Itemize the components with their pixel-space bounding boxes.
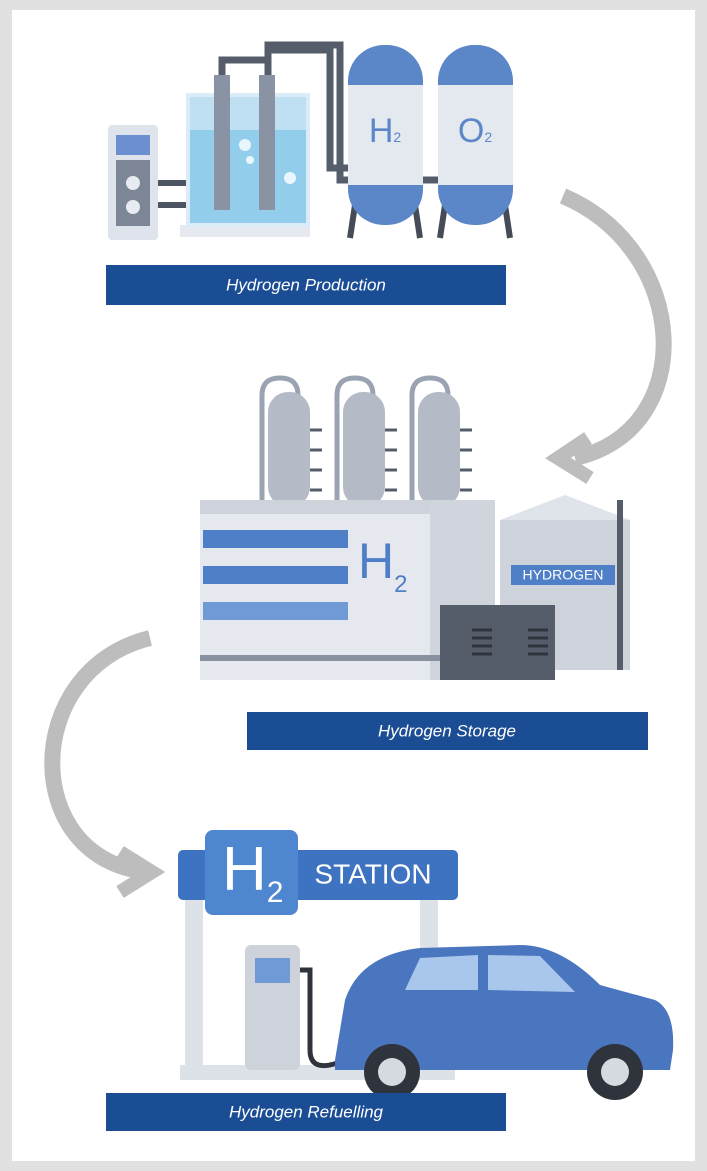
step-label: Hydrogen Production <box>226 275 386 294</box>
storage-illustration-part-part <box>268 392 310 507</box>
page: Hydrogen chain {"production": {"label": … <box>0 0 707 1171</box>
element: H <box>369 112 394 150</box>
page-body: H2 O2 Hydrogen Production H2 HYDROGEN Hy… <box>0 0 707 1171</box>
subscript: 2 <box>393 129 401 145</box>
refuelling-illustration-part <box>378 1058 406 1086</box>
element: H <box>358 533 394 589</box>
production-illustration-part <box>259 75 275 210</box>
subscript: 2 <box>484 129 492 145</box>
step-label: Hydrogen Refuelling <box>229 1102 384 1121</box>
storage-illustration-part <box>440 605 555 680</box>
production-illustration-part <box>126 200 140 214</box>
storage-illustration-part-part <box>343 392 385 507</box>
refuelling-illustration-part <box>185 895 203 1070</box>
production-illustration-part <box>116 160 150 226</box>
production-illustration-part <box>239 139 251 151</box>
production-illustration-part <box>284 172 296 184</box>
storage-illustration-part-part <box>418 392 460 507</box>
production-illustration-part <box>126 176 140 190</box>
diagram: H2 O2 Hydrogen Production H2 HYDROGEN Hy… <box>0 0 707 1171</box>
production-illustration-part <box>246 156 254 164</box>
sign-text: STATION <box>314 858 431 889</box>
element: O <box>458 112 484 150</box>
production-illustration-part <box>214 75 230 210</box>
step-label: Hydrogen Storage <box>378 721 516 740</box>
subscript: 2 <box>267 876 284 909</box>
storage-illustration-part <box>203 566 348 584</box>
storage-illustration-part <box>203 530 348 548</box>
tank-label: HYDROGEN <box>523 567 604 583</box>
element: H <box>222 835 267 904</box>
storage-illustration-part <box>203 602 348 620</box>
refuelling-illustration-part <box>601 1058 629 1086</box>
storage-illustration-part <box>268 392 460 507</box>
production-illustration-part <box>116 135 150 155</box>
subscript: 2 <box>394 571 407 598</box>
refuelling-illustration-part <box>255 958 290 983</box>
